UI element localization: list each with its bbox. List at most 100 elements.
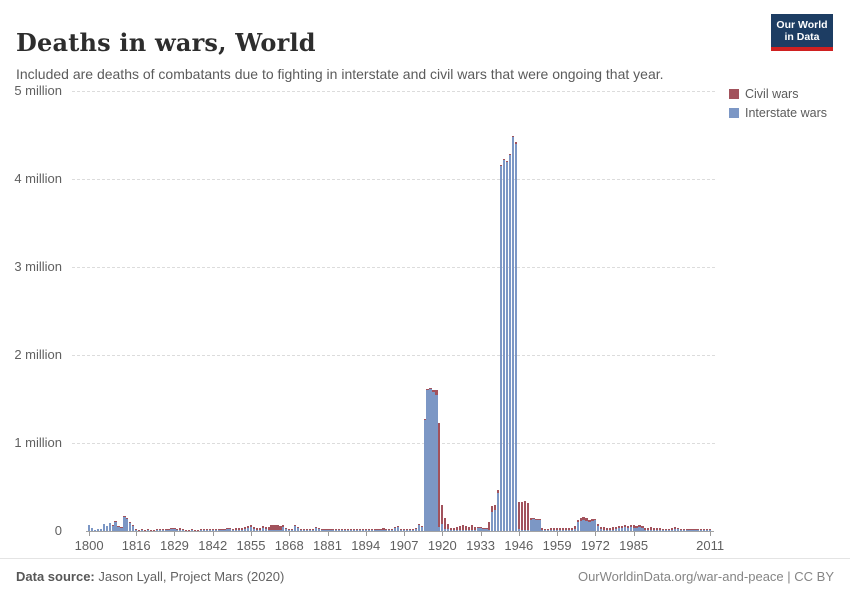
bar-civil-1879[interactable] <box>320 528 323 530</box>
bar-civil-1888[interactable] <box>347 529 350 531</box>
bar-civil-1815[interactable] <box>132 524 135 526</box>
bar-civil-1834[interactable] <box>188 530 191 531</box>
bar-civil-1924[interactable] <box>452 527 456 531</box>
bar-civil-1955[interactable] <box>544 529 547 531</box>
bar-civil-1952[interactable] <box>535 518 538 520</box>
bar-civil-1982[interactable] <box>623 524 626 528</box>
bar-interstate-1805[interactable] <box>102 523 105 531</box>
bar-interstate-1881[interactable] <box>326 530 329 531</box>
bar-civil-2008[interactable] <box>700 529 703 531</box>
bar-civil-1989[interactable] <box>644 527 647 531</box>
bar-interstate-1865[interactable] <box>279 530 282 531</box>
bar-interstate-1831[interactable] <box>179 530 182 531</box>
bar-interstate-1848[interactable] <box>229 529 232 531</box>
bar-interstate-1974[interactable] <box>600 529 603 531</box>
bar-civil-1874[interactable] <box>305 529 308 531</box>
bar-civil-1932[interactable] <box>476 526 479 529</box>
bar-civil-2005[interactable] <box>691 529 694 531</box>
bar-interstate-1910[interactable] <box>411 530 414 531</box>
bar-civil-2010[interactable] <box>706 529 709 531</box>
bar-civil-1988[interactable] <box>641 525 644 529</box>
bar-interstate-1971[interactable] <box>591 521 594 531</box>
bar-civil-1883[interactable] <box>332 529 335 531</box>
bar-civil-1851[interactable] <box>238 528 241 531</box>
bar-civil-1967[interactable] <box>579 517 582 522</box>
bar-interstate-1869[interactable] <box>291 530 294 531</box>
bar-interstate-1845[interactable] <box>220 530 223 531</box>
bar-interstate-1951[interactable] <box>532 518 535 531</box>
bar-interstate-1810[interactable] <box>117 526 120 531</box>
bar-interstate-1985[interactable] <box>632 527 635 531</box>
bar-interstate-1825[interactable] <box>161 530 164 531</box>
bar-civil-1831[interactable] <box>179 528 182 531</box>
bar-interstate-1930[interactable] <box>470 530 473 531</box>
bar-interstate-1818[interactable] <box>140 530 144 531</box>
bar-interstate-1860[interactable] <box>264 529 267 531</box>
bar-civil-1985[interactable] <box>632 525 635 528</box>
bar-interstate-1983[interactable] <box>626 528 629 531</box>
bar-interstate-1809[interactable] <box>114 521 117 531</box>
bar-civil-1914[interactable] <box>423 419 426 421</box>
bar-civil-1944[interactable] <box>511 135 515 137</box>
bar-interstate-1940[interactable] <box>500 165 503 531</box>
bar-civil-1903[interactable] <box>391 529 394 531</box>
bar-interstate-1883[interactable] <box>332 530 335 531</box>
bar-interstate-2002[interactable] <box>682 530 685 531</box>
bar-civil-1816[interactable] <box>135 529 138 531</box>
bar-civil-1907[interactable] <box>402 529 406 531</box>
bar-interstate-1931[interactable] <box>473 530 476 531</box>
bar-civil-1841[interactable] <box>208 529 211 531</box>
bar-interstate-1949[interactable] <box>526 530 529 531</box>
bar-interstate-1826[interactable] <box>164 529 167 531</box>
bar-interstate-1950[interactable] <box>529 519 532 531</box>
bar-civil-1913[interactable] <box>420 525 423 527</box>
bar-civil-1810[interactable] <box>117 525 120 527</box>
bar-civil-1950[interactable] <box>529 517 532 520</box>
bar-interstate-1812[interactable] <box>123 516 126 531</box>
bar-interstate-1928[interactable] <box>464 530 467 531</box>
bar-civil-1848[interactable] <box>229 528 232 530</box>
bar-interstate-1955[interactable] <box>544 530 547 531</box>
bar-civil-1972[interactable] <box>594 518 597 521</box>
bar-interstate-1878[interactable] <box>317 529 320 531</box>
bar-civil-1980[interactable] <box>617 525 620 529</box>
bar-civil-1829[interactable] <box>173 528 176 529</box>
bar-civil-1994[interactable] <box>659 528 662 531</box>
bar-interstate-1876[interactable] <box>311 530 314 531</box>
bar-interstate-1872[interactable] <box>299 530 303 531</box>
bar-civil-1908[interactable] <box>405 529 409 531</box>
bar-interstate-1954[interactable] <box>541 530 544 531</box>
bar-interstate-1963[interactable] <box>567 530 570 531</box>
bar-civil-1866[interactable] <box>282 525 285 528</box>
bar-interstate-1942[interactable] <box>505 162 509 531</box>
bar-interstate-1989[interactable] <box>644 530 647 531</box>
bar-civil-1934[interactable] <box>482 528 485 530</box>
bar-civil-1873[interactable] <box>302 529 306 531</box>
bar-civil-1867[interactable] <box>285 528 288 530</box>
bar-civil-1880[interactable] <box>323 529 326 531</box>
bar-interstate-1972[interactable] <box>594 520 597 531</box>
bar-interstate-1986[interactable] <box>635 528 638 531</box>
bar-civil-1839[interactable] <box>202 528 205 530</box>
bar-interstate-1855[interactable] <box>249 527 253 531</box>
bar-civil-1970[interactable] <box>588 519 591 523</box>
bar-civil-1911[interactable] <box>414 527 417 530</box>
bar-interstate-1815[interactable] <box>132 525 135 531</box>
bar-civil-1933[interactable] <box>479 526 482 529</box>
bar-civil-1953[interactable] <box>538 518 541 520</box>
bar-interstate-1899[interactable] <box>379 530 382 531</box>
bar-interstate-1871[interactable] <box>296 527 300 531</box>
bar-civil-1817[interactable] <box>138 530 141 531</box>
bar-civil-1853[interactable] <box>244 527 247 530</box>
bar-civil-1957[interactable] <box>550 528 553 531</box>
bar-interstate-1893[interactable] <box>361 530 364 531</box>
bar-civil-1987[interactable] <box>638 524 641 528</box>
bar-civil-1845[interactable] <box>220 529 223 531</box>
bar-civil-1948[interactable] <box>523 501 526 531</box>
bar-interstate-1801[interactable] <box>90 528 94 531</box>
bar-civil-1928[interactable] <box>464 525 467 531</box>
bar-civil-1876[interactable] <box>311 528 314 531</box>
bar-civil-1875[interactable] <box>308 529 311 531</box>
bar-civil-1882[interactable] <box>329 529 332 531</box>
bar-civil-1884[interactable] <box>335 528 338 530</box>
